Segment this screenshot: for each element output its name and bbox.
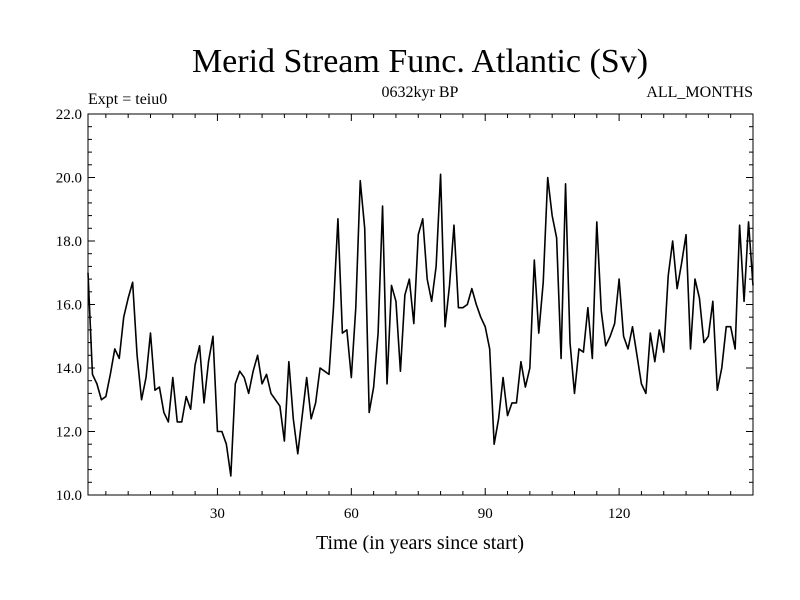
y-tick-label: 20.0	[56, 171, 82, 187]
months-label: ALL_MONTHS	[646, 84, 753, 101]
chart-title: Merid Stream Func. Atlantic (Sv)	[192, 43, 648, 80]
x-axis: 30 60 90 120	[105, 114, 732, 522]
y-tick-label: 10.0	[56, 488, 82, 504]
plot-frame	[87, 113, 754, 496]
x-tick-label: 60	[344, 506, 359, 522]
period-label: 0632kyr BP	[382, 84, 459, 101]
y-axis: 10.0 12.0 14.0 16.0 18.0 20.0 22.0	[56, 107, 753, 504]
series-line	[87, 173, 754, 477]
x-tick-label: 30	[210, 506, 225, 522]
y-tick-label: 16.0	[56, 298, 82, 314]
y-tick-label: 14.0	[56, 361, 82, 377]
x-axis-label: Time (in years since start)	[316, 532, 524, 554]
x-tick-label: 90	[478, 506, 493, 522]
y-tick-label: 12.0	[56, 425, 82, 441]
y-tick-label: 18.0	[56, 234, 82, 250]
experiment-label: Expt = teiu0	[88, 91, 167, 108]
x-tick-label: 120	[608, 506, 631, 522]
y-tick-label: 22.0	[56, 107, 82, 123]
